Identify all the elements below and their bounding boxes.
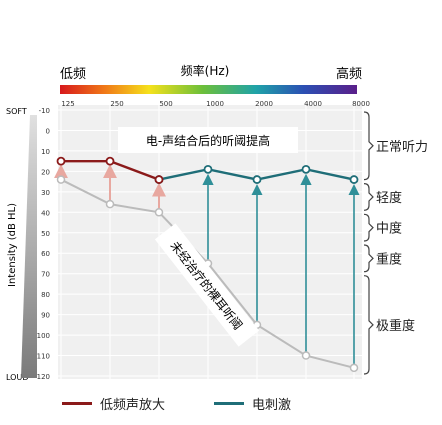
y-tick-label: 100	[37, 332, 50, 340]
y-tick-label: 110	[37, 353, 50, 361]
untreated-point	[301, 351, 311, 360]
y-tick-label: 50	[41, 230, 50, 238]
range-label: 重度	[376, 251, 402, 267]
tick-labels: -10 0 10 20 30 40 50 60 70 80 90 100 110 120 125 250 500…	[37, 100, 370, 381]
range-brace	[363, 183, 374, 211]
y-tick-label: 40	[41, 209, 50, 217]
electric-point	[349, 175, 359, 184]
legend-item-low-freq: 低频声放大	[62, 394, 165, 413]
x-tick-label: 500	[159, 100, 172, 108]
intensity-wedge	[21, 115, 37, 378]
soft-label: SOFT	[6, 107, 27, 116]
legend-label-low-freq: 低频声放大	[100, 398, 166, 413]
improvement-arrows	[54, 164, 360, 364]
low-freq-point	[56, 156, 66, 166]
low-freq-point	[105, 156, 115, 166]
untreated-point	[105, 199, 115, 209]
improved-annotation-box	[118, 127, 298, 153]
y-tick-label: 120	[37, 373, 50, 381]
y-tick-label: 80	[41, 291, 50, 299]
y-tick-label: 10	[41, 148, 50, 156]
y-tick-label: -10	[39, 107, 50, 115]
range-label: 轻度	[376, 190, 402, 206]
x-tick-label: 250	[110, 100, 123, 108]
x-tick-label: 1000	[206, 100, 224, 108]
y-tick-label: 0	[46, 127, 50, 135]
legend-swatch-teal	[214, 402, 244, 405]
untreated-point	[349, 363, 359, 373]
frequency-gradient-bar	[60, 85, 357, 94]
range-label: 中度	[376, 221, 402, 237]
improved-annotation: 电-声结合后的听阈提高	[146, 133, 270, 148]
y-axis-title: Intensity (dB HL)	[7, 203, 18, 287]
range-brace	[363, 111, 374, 181]
legend-swatch-red	[62, 402, 92, 405]
low-freq-point	[154, 175, 164, 184]
untreated-annotation-box	[154, 223, 260, 347]
electric-point	[252, 175, 262, 184]
legend-label-electric: 电刺激	[252, 398, 292, 413]
loud-label: LOUD	[6, 373, 28, 382]
frequency-title: 频率(Hz)	[181, 63, 230, 78]
y-tick-label: 90	[41, 312, 50, 320]
series-points	[56, 156, 359, 373]
y-tick-label: 60	[41, 250, 50, 258]
y-tick-label: 70	[41, 271, 50, 279]
range-label: 极重度	[376, 318, 415, 334]
y-tick-label: 20	[41, 168, 50, 176]
x-tick-label: 125	[61, 100, 74, 108]
legend-item-electric: 电刺激	[214, 394, 291, 413]
x-tick-label: 4000	[304, 100, 322, 108]
x-tick-label: 8000	[352, 100, 370, 108]
electric-point	[301, 164, 311, 174]
label-low-frequency: 低频	[60, 67, 86, 82]
range-brace	[363, 213, 374, 242]
untreated-point	[154, 208, 164, 217]
range-brace	[363, 244, 374, 273]
electric-point	[203, 164, 213, 174]
label-high-frequency: 高频	[336, 66, 362, 82]
y-tick-label: 30	[41, 189, 50, 197]
range-label: 正常听力	[376, 140, 428, 155]
untreated-point	[56, 175, 66, 184]
range-brace	[363, 275, 374, 375]
x-tick-label: 2000	[255, 100, 273, 108]
